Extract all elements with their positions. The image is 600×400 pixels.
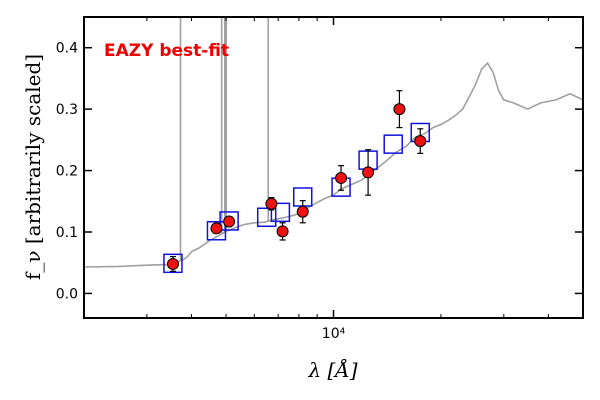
observed-point [276, 225, 289, 238]
y-tick-label: 0.1 [56, 225, 78, 241]
observed-point [223, 215, 236, 228]
observed-point [414, 135, 427, 148]
model-photometry-square [383, 134, 403, 154]
x-tick-label: 10⁴ [322, 326, 346, 342]
chart-annotation: EAZY best-fit [104, 41, 229, 61]
observed-point [166, 257, 179, 270]
y-tick-label: 0.3 [56, 102, 78, 118]
y-tick-label: 0.0 [56, 286, 78, 302]
model-photometry-square [256, 207, 277, 228]
model-photometry-square [206, 221, 227, 241]
observed-point [335, 171, 348, 184]
y-tick-label: 0.2 [56, 164, 78, 180]
observed-point [210, 222, 223, 235]
model-sed-curve [83, 61, 584, 268]
observed-point [265, 197, 278, 210]
observed-point [296, 205, 309, 218]
model-photometry-square [270, 202, 291, 223]
plot-frame [83, 16, 584, 319]
observed-point [362, 166, 375, 179]
x-axis-label: λ [Å] [307, 357, 357, 382]
model-photometry-square [219, 211, 239, 231]
y-tick-label: 0.4 [56, 41, 78, 57]
model-photometry-square [163, 253, 183, 274]
y-axis-label: f_ν [arbitrarily scaled] [21, 54, 45, 280]
observed-point [393, 103, 406, 116]
